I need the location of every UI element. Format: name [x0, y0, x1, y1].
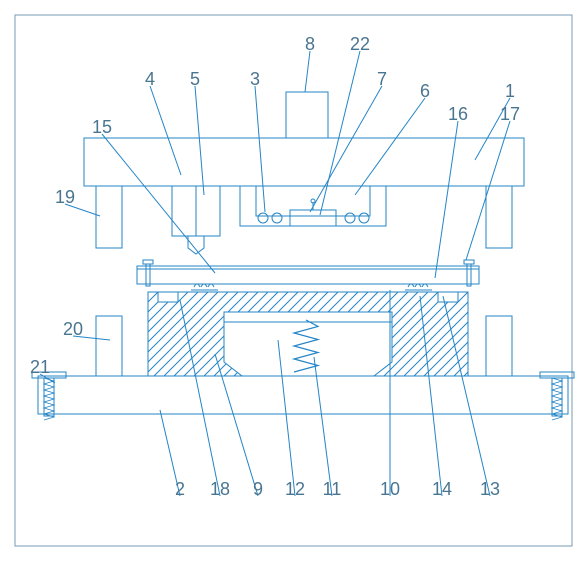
label-16: 16 [435, 104, 468, 278]
part-8 [286, 92, 328, 138]
part-11-spring [294, 320, 318, 372]
part-2-lower-base [38, 376, 568, 414]
guide-post-2 [96, 316, 122, 376]
label-text-1: 1 [505, 81, 515, 101]
label-20: 20 [63, 319, 110, 340]
label-text-22: 22 [350, 34, 370, 54]
pin-17-head-0 [143, 260, 153, 264]
guide-post-1 [486, 186, 512, 248]
label-text-17: 17 [500, 104, 520, 124]
label-7: 7 [310, 69, 387, 212]
notch-18-1 [438, 292, 458, 302]
label-3: 3 [250, 69, 265, 212]
label-text-7: 7 [377, 69, 387, 89]
label-11: 11 [314, 357, 341, 499]
part-6-inner [256, 186, 370, 216]
pin-17-head-1 [464, 260, 474, 264]
label-text-2: 2 [175, 479, 185, 499]
label-text-3: 3 [250, 69, 260, 89]
part-5-punch-tip [188, 236, 204, 254]
label-text-18: 18 [210, 479, 230, 499]
label-text-9: 9 [253, 479, 263, 499]
label-15: 15 [92, 117, 215, 273]
label-text-4: 4 [145, 69, 155, 89]
label-text-20: 20 [63, 319, 83, 339]
label-text-11: 11 [323, 479, 342, 499]
roller-3 [359, 213, 369, 223]
roller-2 [345, 213, 355, 223]
pin-17-shaft-0 [146, 264, 150, 286]
guide-post-0 [96, 186, 122, 248]
label-text-16: 16 [448, 104, 468, 124]
part-7-holder [290, 210, 336, 226]
label-text-12: 12 [285, 479, 305, 499]
label-2: 2 [160, 410, 185, 499]
label-8: 8 [305, 34, 315, 92]
part-1-upper-die [84, 138, 524, 186]
label-text-21: 21 [30, 357, 50, 377]
label-text-8: 8 [305, 34, 315, 54]
label-4: 4 [145, 69, 181, 175]
label-12: 12 [278, 340, 305, 499]
roller-1 [272, 213, 282, 223]
plate-spring-0 [191, 284, 218, 290]
label-5: 5 [190, 69, 204, 195]
screw-1 [540, 372, 574, 420]
pin-17-shaft-1 [467, 264, 471, 286]
notch-18-0 [158, 292, 178, 302]
guide-post-3 [486, 316, 512, 376]
label-text-15: 15 [92, 117, 112, 137]
label-text-10: 10 [380, 479, 400, 499]
label-19: 19 [55, 187, 100, 216]
label-text-19: 19 [55, 187, 75, 207]
label-text-6: 6 [420, 81, 430, 101]
label-text-5: 5 [190, 69, 200, 89]
diagram-canvas: 14538227616171519202121891211101413 [0, 0, 587, 561]
plate-spring-1 [405, 284, 432, 290]
label-21: 21 [30, 357, 55, 383]
roller-0 [258, 213, 268, 223]
outer-frame [15, 15, 572, 546]
label-text-13: 13 [480, 479, 500, 499]
label-text-14: 14 [432, 479, 452, 499]
